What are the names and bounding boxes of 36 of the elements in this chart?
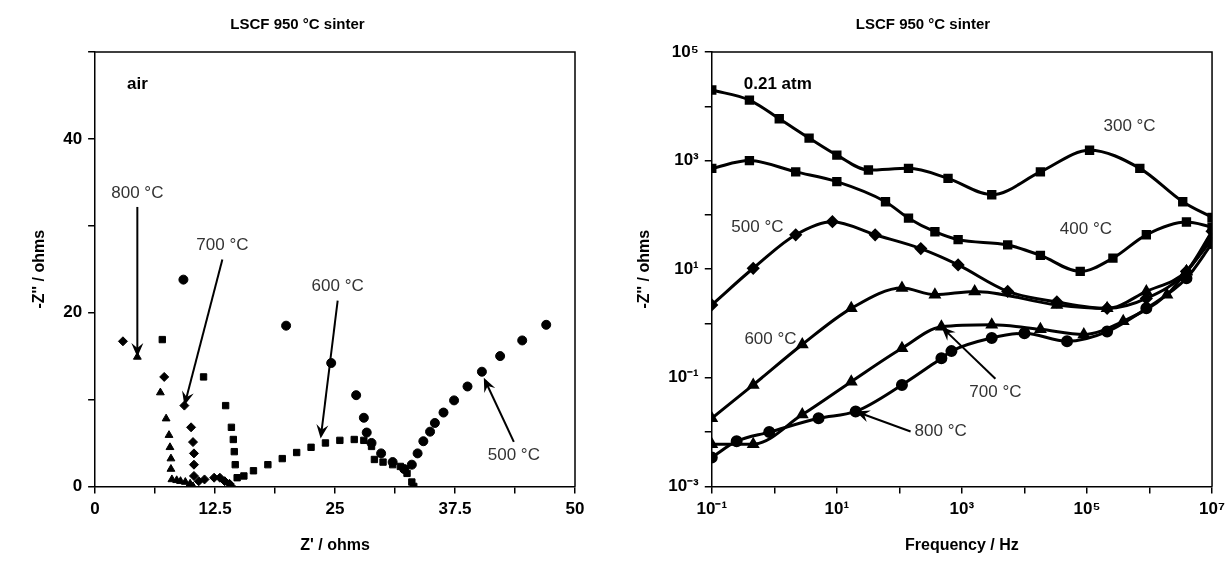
- x-tick-label: 10⁵: [1073, 499, 1101, 519]
- chart-title: LSCF 950 °C sinter: [855, 15, 991, 33]
- annotation: 700 °C: [196, 235, 249, 255]
- y-tick-label: 0: [72, 476, 83, 496]
- annotation: 600 °C: [311, 276, 364, 296]
- y-tick-label: 10⁵: [671, 41, 699, 61]
- annotation: 500 °C: [731, 216, 784, 236]
- annotation: 600 °C: [744, 329, 797, 349]
- y-tick-label: 10¹: [674, 258, 700, 278]
- x-tick-label: 0: [90, 499, 100, 519]
- x-axis-title: Frequency / Hz: [905, 535, 1019, 553]
- x-tick-label: 10¹: [824, 499, 850, 519]
- x-tick-label: 37.5: [438, 499, 472, 519]
- x-axis-title: Z' / ohms: [300, 535, 370, 553]
- y-tick-label: 10⁻³: [668, 476, 700, 496]
- chart-title: LSCF 950 °C sinter: [230, 15, 365, 33]
- y-tick-label: 10³: [674, 150, 700, 170]
- x-tick-label: 12.5: [198, 499, 232, 519]
- annotation: air: [127, 73, 149, 93]
- y-tick-label: 40: [63, 128, 83, 148]
- y-tick-label: 10⁻¹: [668, 367, 700, 387]
- annotation: 800 °C: [111, 182, 164, 202]
- x-tick-label: 25: [325, 499, 345, 519]
- annotation: 300 °C: [1103, 115, 1156, 135]
- annotation: 400 °C: [1059, 219, 1112, 239]
- annotation: 800 °C: [914, 421, 967, 441]
- y-tick-label: 20: [63, 302, 83, 322]
- x-tick-label: 10³: [949, 499, 975, 519]
- y-axis-title: -Z'' / ohms: [635, 229, 653, 309]
- x-tick-label: 10⁻¹: [696, 499, 728, 519]
- annotation: 0.21 atm: [743, 73, 812, 93]
- annotation: 500 °C: [487, 445, 540, 465]
- x-tick-label: 10⁷: [1199, 499, 1226, 519]
- x-tick-label: 50: [565, 499, 585, 519]
- y-axis-title: -Z'' / ohms: [30, 229, 48, 309]
- annotation: 700 °C: [969, 382, 1022, 402]
